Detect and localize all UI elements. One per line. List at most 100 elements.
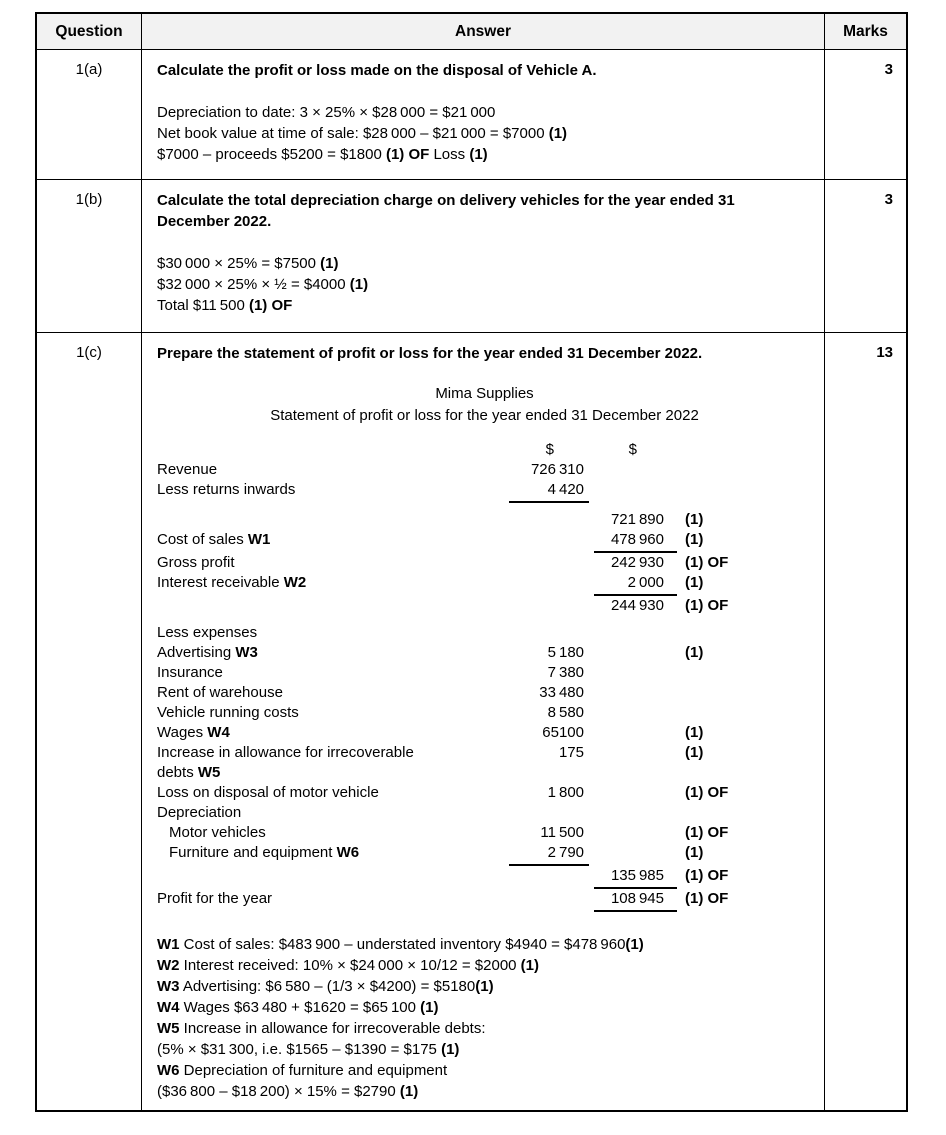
mark-annotation xyxy=(664,480,812,503)
statement-label: Interest receivable W2 xyxy=(157,574,307,591)
answer-heading-1a: Calculate the profit or loss made on the… xyxy=(157,62,597,79)
mark-annotation: (1) xyxy=(685,531,704,548)
statement-row: 135 985 (1) OF xyxy=(157,866,812,889)
statement-row: Less returns inwards 4 420 xyxy=(157,480,812,503)
amount-col2 xyxy=(584,683,664,703)
mark-scheme-table: Question Answer Marks 1(a) Calculate the… xyxy=(35,12,908,1112)
amount-col2: 244 930 xyxy=(610,597,664,614)
amount-col1 xyxy=(462,866,584,889)
statement-label: Rent of warehouse xyxy=(157,684,283,701)
header-answer-label: Answer xyxy=(455,22,511,40)
statement-row: Loss on disposal of motor vehicle 1 800 (1… xyxy=(157,783,812,803)
statement-label: Less expenses xyxy=(157,624,258,641)
mark-annotation xyxy=(664,803,812,823)
amount-col1 xyxy=(462,510,584,530)
answer-lines-1b: $30 000 × 25% = $7500 (1) $32 000 × 25% ×… xyxy=(157,253,812,316)
amount-col2 xyxy=(584,703,664,723)
amount-col2 xyxy=(584,783,664,803)
amount-col1 xyxy=(462,530,584,553)
amount-col1 xyxy=(462,889,584,912)
amount-col2: 2 000 xyxy=(584,573,677,596)
amount-col2: 135 985 xyxy=(584,866,677,889)
answer-cell-1a: Calculate the profit or loss made on the… xyxy=(142,50,825,180)
statement-label: Furniture and equipment W6 xyxy=(169,844,360,861)
mark-annotation: (1) xyxy=(685,511,704,528)
marks-value-1c: 13 xyxy=(876,344,893,361)
statement-label: debts W5 xyxy=(157,764,221,781)
amount-col1 xyxy=(462,623,584,643)
statement-label: Profit for the year xyxy=(157,890,273,907)
amount-col2 xyxy=(584,480,664,503)
header-cell-marks: Marks xyxy=(825,14,906,50)
text-line: $30 000 × 25% = $7500 (1) xyxy=(157,255,339,272)
header-cell-question: Question xyxy=(37,14,142,50)
mark-annotation xyxy=(664,683,812,703)
mark-annotation: (1) OF xyxy=(685,867,729,884)
statement-label xyxy=(157,866,462,889)
text-line: $32 000 × 25% × ½ = $4000 (1) xyxy=(157,276,369,293)
amount-col1: 33 480 xyxy=(539,684,584,701)
amount-col2 xyxy=(584,460,664,480)
amount-col2: $ xyxy=(628,441,637,458)
statement-of-profit-or-loss: $ $ Revenue 726 310 Less returns inwards 4 42… xyxy=(157,440,812,912)
statement-label: Gross profit xyxy=(157,554,235,571)
statement-spacer xyxy=(157,503,812,510)
statement-label: Wages W4 xyxy=(157,724,230,741)
amount-col1 xyxy=(462,596,584,616)
amount-col1 xyxy=(462,573,584,596)
amount-col1 xyxy=(462,763,584,783)
mark-annotation: (1) OF xyxy=(685,597,729,614)
mark-annotation: (1) OF xyxy=(685,890,729,907)
answer-heading-1b: Calculate the total depreciation charge … xyxy=(157,192,735,230)
text-line: (5% × $31 300, i.e. $1565 – $1390 = $175… xyxy=(157,1041,460,1058)
statement-row: Furniture and equipment W6 2 790 (1) xyxy=(157,843,812,866)
statement-row: Increase in allowance for irrecoverable 1… xyxy=(157,743,812,763)
answer-cell-1b: Calculate the total depreciation charge … xyxy=(142,180,825,333)
text-line: W4 Wages $63 480 + $1620 = $65 100 (1) xyxy=(157,999,439,1016)
amount-col2 xyxy=(584,663,664,683)
text-line: Depreciation to date: 3 × 25% × $28 000 … xyxy=(157,104,496,121)
amount-col1: 175 xyxy=(558,744,584,761)
statement-label: Insurance xyxy=(157,664,223,681)
statement-title: Statement of profit or loss for the year… xyxy=(270,407,699,424)
question-cell-1a: 1(a) xyxy=(37,50,142,180)
statement-label xyxy=(157,440,462,460)
amount-col1: 5 180 xyxy=(547,644,584,661)
amount-col1: 8 580 xyxy=(547,704,584,721)
mark-annotation xyxy=(664,460,812,480)
amount-col2 xyxy=(584,743,664,763)
mark-annotation: (1) OF xyxy=(685,784,729,801)
statement-label: Motor vehicles xyxy=(169,824,266,841)
statement-row: Interest receivable W2 2 000 (1) xyxy=(157,573,812,596)
statement-spacer xyxy=(157,616,812,623)
text-line: Net book value at time of sale: $28 000 … xyxy=(157,125,568,142)
amount-col1: 1 800 xyxy=(547,784,584,801)
mark-annotation xyxy=(664,663,812,683)
statement-row: Rent of warehouse 33 480 xyxy=(157,683,812,703)
amount-col2: 721 890 xyxy=(610,511,664,528)
amount-col2 xyxy=(584,843,664,866)
question-cell-1b: 1(b) xyxy=(37,180,142,333)
text-line: ($36 800 – $18 200) × 15% = $2790 (1) xyxy=(157,1083,419,1100)
marks-value-1b: 3 xyxy=(884,191,893,208)
statement-row: Cost of sales W1 478 960 (1) xyxy=(157,530,812,553)
statement-row: Gross profit 242 930 (1) OF xyxy=(157,553,812,573)
statement-row: $ $ xyxy=(157,440,812,460)
statement-row: debts W5 xyxy=(157,763,812,783)
statement-label xyxy=(157,596,462,616)
statement-row: Profit for the year 108 945 (1) OF xyxy=(157,889,812,912)
amount-col1: 65100 xyxy=(542,724,584,741)
amount-col2 xyxy=(584,763,664,783)
mark-annotation xyxy=(664,623,812,643)
header-marks-label: Marks xyxy=(843,22,888,40)
statement-label: Cost of sales W1 xyxy=(157,531,271,548)
statement-row: Vehicle running costs 8 580 xyxy=(157,703,812,723)
workings-notes: W1 Cost of sales: $483 900 – understated… xyxy=(157,934,812,1102)
statement-label: Increase in allowance for irrecoverable xyxy=(157,744,414,761)
statement-row: 244 930 (1) OF xyxy=(157,596,812,616)
question-number-1b: 1(b) xyxy=(75,191,103,208)
statement-label xyxy=(157,510,462,530)
mark-annotation: (1) OF xyxy=(685,554,729,571)
mark-annotation: (1) xyxy=(685,744,704,761)
answer-cell-1c: Prepare the statement of profit or loss … xyxy=(142,333,825,1110)
